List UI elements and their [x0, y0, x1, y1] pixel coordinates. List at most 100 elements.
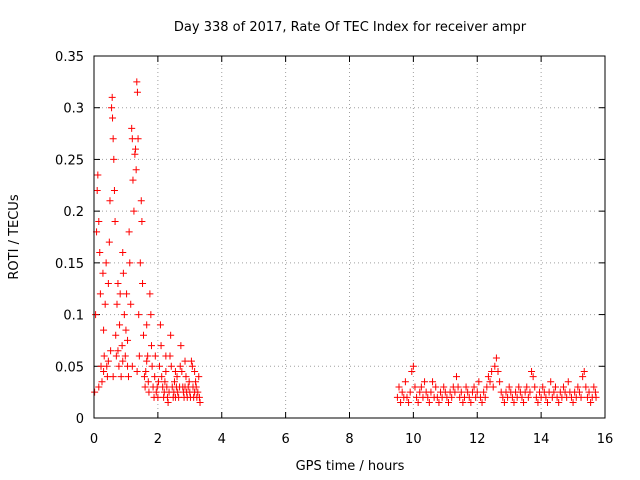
data-point	[121, 352, 129, 360]
data-point	[152, 388, 160, 396]
data-point	[484, 373, 492, 381]
y-tick-label: 0.05	[55, 360, 84, 375]
data-point	[187, 357, 195, 365]
y-tick-label: 0.35	[55, 50, 84, 65]
data-point	[582, 383, 590, 391]
data-point	[115, 362, 123, 370]
data-point	[120, 311, 128, 319]
data-point	[534, 398, 542, 406]
y-tick-label: 0.1	[63, 309, 84, 324]
data-point	[157, 342, 165, 350]
data-point	[542, 393, 550, 401]
data-point	[417, 383, 425, 391]
data-point	[102, 259, 110, 267]
data-point	[432, 383, 440, 391]
y-axis-label: ROTI / TECUs	[7, 194, 22, 279]
data-point	[182, 373, 190, 381]
data-point	[111, 217, 119, 225]
data-point	[112, 331, 120, 339]
x-tick-label: 10	[405, 432, 422, 447]
y-tick-label: 0	[76, 412, 84, 427]
data-point	[585, 388, 593, 396]
data-point	[559, 383, 567, 391]
data-point	[574, 383, 582, 391]
x-tick-label: 2	[154, 432, 162, 447]
data-point	[398, 388, 406, 396]
data-point	[130, 207, 138, 215]
data-point	[140, 373, 148, 381]
data-point	[110, 155, 118, 163]
data-point	[445, 398, 453, 406]
data-point	[177, 342, 185, 350]
data-point	[100, 352, 108, 360]
data-point	[408, 367, 416, 375]
data-point	[151, 352, 159, 360]
data-point	[425, 398, 433, 406]
data-point	[96, 249, 104, 257]
data-point	[577, 393, 585, 401]
data-point	[555, 398, 563, 406]
data-point	[143, 321, 151, 329]
data-point	[528, 367, 536, 375]
y-tick-label: 0.25	[55, 153, 84, 168]
data-point	[194, 388, 202, 396]
data-point	[132, 145, 140, 153]
data-point	[496, 378, 504, 386]
data-point	[483, 383, 491, 391]
data-point	[136, 259, 144, 267]
data-point	[124, 373, 132, 381]
data-point	[480, 388, 488, 396]
data-point	[448, 393, 456, 401]
data-point	[488, 367, 496, 375]
data-point	[119, 249, 127, 257]
x-tick-label: 12	[469, 432, 486, 447]
data-point	[141, 383, 149, 391]
data-point	[539, 383, 547, 391]
data-point	[170, 378, 178, 386]
data-point	[486, 378, 494, 386]
data-point	[457, 388, 465, 396]
data-point	[129, 176, 137, 184]
y-tick-label: 0.3	[63, 102, 84, 117]
data-point	[176, 362, 184, 370]
data-point	[134, 135, 142, 143]
data-point	[162, 367, 170, 375]
data-point	[147, 311, 155, 319]
data-point	[529, 373, 537, 381]
data-point	[145, 388, 153, 396]
x-tick-label: 16	[597, 432, 614, 447]
data-point	[590, 383, 598, 391]
data-point	[414, 398, 422, 406]
data-point	[550, 388, 558, 396]
data-point	[109, 373, 117, 381]
data-point	[101, 300, 109, 308]
data-point	[95, 217, 103, 225]
data-point	[91, 388, 99, 396]
data-point	[156, 321, 164, 329]
data-point	[99, 269, 107, 277]
data-point	[105, 238, 113, 246]
data-point	[481, 393, 489, 401]
data-point	[478, 398, 486, 406]
data-point	[473, 388, 481, 396]
data-point	[401, 378, 409, 386]
data-point	[139, 280, 147, 288]
data-point	[459, 398, 467, 406]
data-points	[91, 78, 600, 406]
x-tick-label: 6	[281, 432, 289, 447]
data-point	[109, 114, 117, 122]
data-point	[164, 398, 172, 406]
data-point	[158, 373, 166, 381]
data-point	[424, 393, 432, 401]
data-point	[135, 311, 143, 319]
data-point	[123, 290, 131, 298]
data-point	[155, 362, 163, 370]
data-point	[108, 93, 116, 101]
data-point	[100, 367, 108, 375]
data-point	[116, 290, 124, 298]
data-point	[470, 383, 478, 391]
data-point	[591, 388, 599, 396]
data-point	[106, 197, 114, 205]
data-point	[92, 311, 100, 319]
